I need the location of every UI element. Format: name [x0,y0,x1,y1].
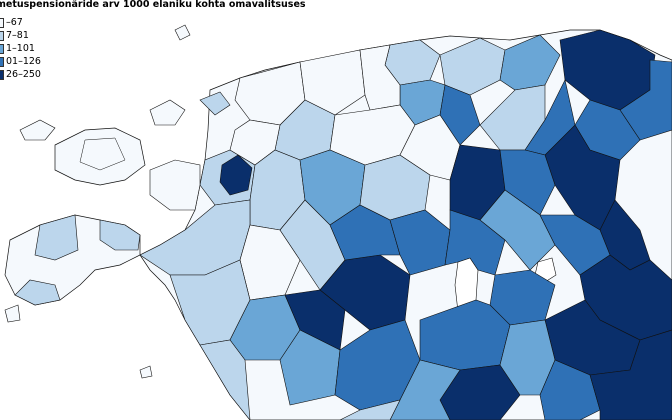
legend-swatch [0,30,4,41]
legend-item: 1–101 [0,42,41,55]
islet-6 [174,24,191,41]
legend-label: –67 [6,17,23,28]
islet-3 [199,91,231,116]
region-sc-dark-2 [284,289,346,351]
region-west-coast [149,159,201,211]
legend-swatch [0,69,4,80]
legend-item: –67 [0,16,41,29]
region-sw6 [199,339,251,420]
legend-item: 01–126 [0,55,41,68]
map-legend: –67 7–81 1–101 01–126 26–250 [0,16,41,81]
legend-label: 01–126 [6,56,41,67]
legend-swatch [0,17,4,28]
legend-swatch [0,43,4,54]
region-se-11 [589,329,672,420]
legend-item: 26–250 [0,68,41,81]
region-sc-mid-3 [279,329,341,406]
islet-1 [19,119,56,141]
islet-2 [149,99,186,126]
islet-5 [4,304,21,323]
region-s-12 [389,359,461,420]
island-saaremaa-blue-3 [14,279,61,306]
legend-label: 7–81 [6,30,29,41]
island-hiiumaa-inner [79,137,126,171]
legend-label: 1–101 [6,43,35,54]
region-w2 [299,49,366,116]
legend-item: 7–81 [0,29,41,42]
island-saaremaa-blue-2 [99,219,141,251]
legend-swatch [0,56,4,67]
legend-label: 26–250 [6,69,41,80]
region-s-13 [339,399,401,420]
region-w3 [359,44,401,111]
island-saaremaa-blue-1 [34,214,79,261]
map-title: metuspensionäride arv 1000 elaniku kohta… [0,0,306,10]
islet-4 [139,365,153,379]
